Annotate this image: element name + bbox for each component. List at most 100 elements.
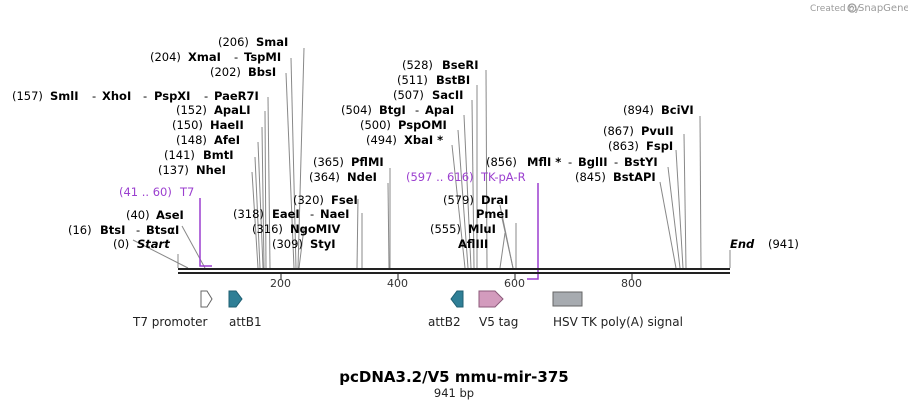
backbone-ticks xyxy=(280,274,633,279)
svg-text:-: - xyxy=(143,89,147,103)
site-smli-group: (157) SmlI - XhoI - PspXI - PaeR7I xyxy=(12,89,259,103)
svg-text:AseI: AseI xyxy=(156,208,184,222)
site-end: End (941) xyxy=(730,237,799,251)
feature-v5-tag: V5 tag xyxy=(478,290,518,329)
svg-text:(845): (845) xyxy=(575,170,606,184)
svg-text:PaeR7I: PaeR7I xyxy=(214,89,259,103)
site-btsi-btsai: (16) BtsI - BtsαI xyxy=(68,223,179,237)
svg-text:(507): (507) xyxy=(393,88,424,102)
site-afliii: AflIII xyxy=(458,237,488,251)
svg-text:(316): (316) xyxy=(252,222,283,236)
svg-text:TspMI: TspMI xyxy=(244,50,281,64)
svg-text:MflI *: MflI * xyxy=(527,155,561,169)
site-xbai: (494) XbaI * xyxy=(366,133,443,147)
site-afei: (148) AfeI xyxy=(176,133,240,147)
svg-text:Start: Start xyxy=(137,237,170,251)
tick-label: 600 xyxy=(504,277,525,290)
svg-text:(40): (40) xyxy=(126,208,150,222)
feature-attb1: attB1 xyxy=(228,290,262,329)
svg-text:ApaLI: ApaLI xyxy=(214,103,251,117)
svg-text:AfeI: AfeI xyxy=(214,133,240,147)
svg-text:SmlI: SmlI xyxy=(50,89,79,103)
map-subtitle: 941 bp xyxy=(434,386,474,400)
site-bstbi: (511) BstBI xyxy=(397,73,470,87)
site-xmai-tspmi: (204) XmaI - TspMI xyxy=(150,50,281,64)
site-smai: (206) SmaI xyxy=(218,35,288,49)
svg-text:-: - xyxy=(614,155,618,169)
svg-text:(148): (148) xyxy=(176,133,207,147)
svg-text:BbsI: BbsI xyxy=(248,65,276,79)
primer-tk-pa-r: (597 .. 616) TK-pA-R xyxy=(406,170,526,184)
svg-text:-: - xyxy=(136,223,140,237)
svg-text:V5 tag: V5 tag xyxy=(479,315,518,329)
svg-text:BtgI: BtgI xyxy=(379,103,406,117)
svg-text:(206): (206) xyxy=(218,35,249,49)
site-bcivi: (894) BciVI xyxy=(623,103,694,117)
svg-text:XhoI: XhoI xyxy=(102,89,131,103)
svg-text:(511): (511) xyxy=(397,73,428,87)
site-bstapi: (845) BstAPI xyxy=(575,170,656,184)
svg-text:(364): (364) xyxy=(309,170,340,184)
svg-text:HaeII: HaeII xyxy=(210,118,244,132)
svg-text:BciVI: BciVI xyxy=(661,103,694,117)
site-bbsi: (202) BbsI xyxy=(210,65,276,79)
svg-text:(0): (0) xyxy=(113,237,129,251)
site-bseri: (528) BseRI xyxy=(402,58,479,72)
tick-label: 800 xyxy=(621,277,642,290)
svg-text:(204): (204) xyxy=(150,50,181,64)
snapgene-logo-icon xyxy=(847,3,857,13)
svg-text:SmaI: SmaI xyxy=(256,35,288,49)
brand-text: SnapGene xyxy=(858,3,908,14)
svg-text:T7 promoter: T7 promoter xyxy=(132,315,208,329)
svg-text:(137): (137) xyxy=(158,163,189,177)
site-fsei: (320) FseI xyxy=(293,193,358,207)
svg-text:(597 .. 616): (597 .. 616) xyxy=(406,170,474,184)
svg-text:(141): (141) xyxy=(164,148,195,162)
feature-hsv-tk-polya: HSV TK poly(A) signal xyxy=(552,291,683,329)
svg-text:(320): (320) xyxy=(293,193,324,207)
site-mfli-bglii-bstyi: (856) MflI * - BglII - BstYI xyxy=(486,155,658,169)
primer-t7: (41 .. 60) T7 xyxy=(119,185,194,199)
svg-text:BmtI: BmtI xyxy=(203,148,234,162)
svg-text:End: End xyxy=(730,237,755,251)
svg-text:BtsI: BtsI xyxy=(100,223,125,237)
site-sacii: (507) SacII xyxy=(393,88,463,102)
site-styi: (309) StyI xyxy=(272,237,336,251)
svg-text:NheI: NheI xyxy=(196,163,226,177)
site-fspi: (863) FspI xyxy=(608,139,673,153)
svg-text:NgoMIV: NgoMIV xyxy=(290,222,340,236)
svg-text:(152): (152) xyxy=(176,103,207,117)
svg-text:ApaI: ApaI xyxy=(425,103,454,117)
site-leader-lines xyxy=(132,47,731,269)
svg-text:FspI: FspI xyxy=(646,139,673,153)
svg-text:HSV TK poly(A) signal: HSV TK poly(A) signal xyxy=(553,315,683,329)
primer-marks xyxy=(199,183,539,280)
svg-text:(202): (202) xyxy=(210,65,241,79)
svg-text:(318): (318) xyxy=(233,207,264,221)
svg-text:(941): (941) xyxy=(768,237,799,251)
site-pflmi: (365) PflMI xyxy=(313,155,384,169)
svg-text:EaeI: EaeI xyxy=(272,207,300,221)
svg-text:BstAPI: BstAPI xyxy=(613,170,656,184)
svg-text:-: - xyxy=(234,50,238,64)
svg-text:(863): (863) xyxy=(608,139,639,153)
site-apali: (152) ApaLI xyxy=(176,103,251,117)
svg-text:(856): (856) xyxy=(486,155,517,169)
site-pspomi: (500) PspOMI xyxy=(360,118,447,132)
svg-text:PspOMI: PspOMI xyxy=(398,118,447,132)
svg-text:BstYI: BstYI xyxy=(624,155,658,169)
site-btgi-apai: (504) BtgI - ApaI xyxy=(341,103,454,117)
svg-text:-: - xyxy=(310,207,314,221)
map-title: pcDNA3.2/V5 mmu-mir-375 xyxy=(339,368,568,386)
site-nhei: (137) NheI xyxy=(158,163,226,177)
svg-text:(528): (528) xyxy=(402,58,433,72)
svg-text:attB2: attB2 xyxy=(428,315,461,329)
svg-text:NdeI: NdeI xyxy=(347,170,377,184)
svg-text:SacII: SacII xyxy=(432,88,463,102)
svg-text:StyI: StyI xyxy=(310,237,336,251)
svg-text:(16): (16) xyxy=(68,223,92,237)
svg-text:BseRI: BseRI xyxy=(442,58,479,72)
site-eaei-naei: (318) EaeI - NaeI xyxy=(233,207,349,221)
svg-text:T7: T7 xyxy=(179,185,194,199)
svg-text:(504): (504) xyxy=(341,103,372,117)
